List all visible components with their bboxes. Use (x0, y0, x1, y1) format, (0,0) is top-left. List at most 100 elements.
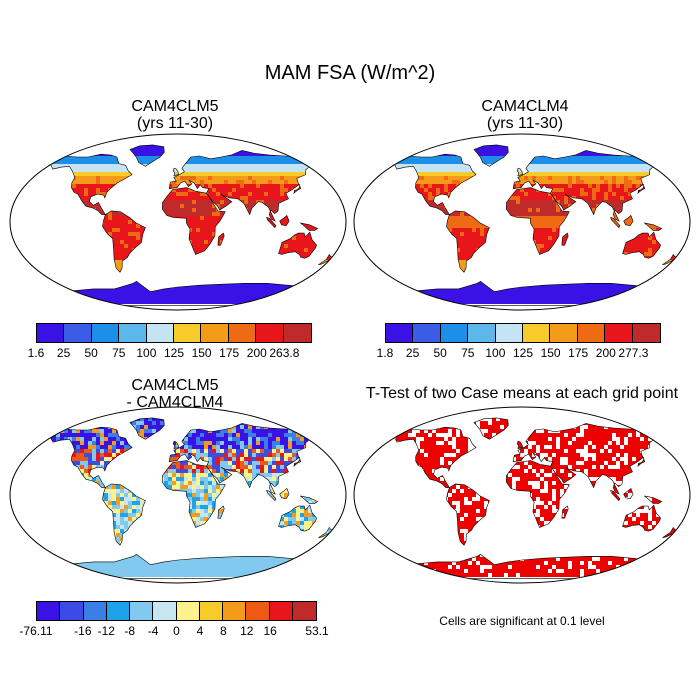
grid-cell (140, 144, 144, 148)
grid-cell (344, 140, 348, 144)
grid-cell (116, 300, 120, 304)
grid-cell (592, 168, 596, 172)
grid-cell (252, 164, 256, 168)
grid-cell (228, 184, 232, 188)
grid-cell (184, 176, 188, 180)
grid-cell (280, 188, 284, 192)
grid-cell (440, 188, 444, 192)
grid-cell (592, 152, 596, 156)
grid-cell (8, 196, 12, 200)
grid-cell (56, 140, 60, 144)
grid-cell (680, 148, 684, 152)
grid-cell (592, 180, 596, 184)
grid-cell (56, 300, 60, 304)
grid-cell (108, 220, 112, 224)
grid-cell (360, 176, 364, 180)
grid-cell (88, 196, 92, 200)
grid-cell (200, 296, 204, 300)
grid-cell (120, 168, 124, 172)
grid-cell (356, 192, 360, 196)
grid-cell (688, 148, 692, 152)
grid-cell (12, 156, 16, 160)
grid-cell (328, 144, 332, 148)
grid-cell (180, 172, 184, 176)
grid-cell (352, 204, 356, 208)
grid-cell (104, 288, 108, 292)
grid-cell (448, 168, 452, 172)
grid-cell (368, 156, 372, 160)
grid-cell (104, 160, 108, 164)
grid-cell (136, 152, 140, 156)
grid-cell (616, 184, 620, 188)
grid-cell (24, 160, 28, 164)
grid-cell (512, 184, 516, 188)
grid-cell (620, 164, 624, 168)
grid-cell (680, 160, 684, 164)
grid-cell (488, 144, 492, 148)
grid-cell (448, 180, 452, 184)
grid-cell (596, 152, 600, 156)
grid-cell (372, 148, 376, 152)
grid-cell (312, 244, 316, 248)
grid-cell (8, 264, 12, 268)
grid-cell (588, 196, 592, 200)
grid-cell (352, 156, 356, 160)
grid-cell (76, 172, 80, 176)
grid-cell (608, 168, 612, 172)
grid-cell (16, 152, 20, 156)
grid-cell (316, 276, 320, 280)
grid-cell (664, 140, 668, 144)
grid-cell (428, 172, 432, 176)
grid-cell (232, 172, 236, 176)
grid-cell (252, 176, 256, 180)
grid-cell (28, 288, 32, 292)
grid-cell (336, 176, 340, 180)
grid-cell (312, 156, 316, 160)
grid-cell (340, 252, 344, 256)
grid-cell (300, 164, 304, 168)
grid-cell (580, 184, 584, 188)
grid-cell (312, 164, 316, 168)
grid-cell (200, 220, 204, 224)
grid-cell (332, 168, 333, 172)
grid-cell (672, 160, 676, 164)
grid-cell (316, 292, 320, 296)
grid-cell (260, 284, 264, 288)
grid-cell (552, 168, 556, 172)
grid-cell (328, 296, 332, 300)
grid-cell (204, 192, 208, 196)
grid-cell (12, 280, 16, 284)
grid-cell (124, 292, 128, 296)
grid-cell (284, 156, 288, 160)
grid-cell (52, 296, 56, 300)
grid-cell (324, 300, 328, 304)
grid-cell (228, 172, 232, 176)
grid-cell (528, 172, 532, 176)
grid-cell (332, 152, 333, 156)
grid-cell (652, 148, 656, 152)
grid-cell (276, 164, 280, 168)
grid-cell (196, 196, 200, 200)
grid-cell (304, 152, 308, 156)
grid-cell (216, 216, 220, 220)
grid-cell (168, 212, 172, 216)
grid-cell (276, 168, 280, 172)
grid-cell (176, 300, 180, 304)
grid-cell (192, 248, 196, 252)
grid-cell (532, 168, 536, 172)
grid-cell (340, 284, 344, 288)
grid-cell (340, 300, 344, 304)
grid-cell (668, 140, 672, 144)
grid-cell (188, 292, 192, 296)
grid-cell (92, 176, 96, 180)
grid-cell (420, 156, 424, 160)
grid-cell (180, 204, 184, 208)
grid-cell (576, 184, 580, 188)
grid-cell (304, 288, 308, 292)
grid-cell (108, 168, 112, 172)
grid-cell (432, 196, 436, 200)
grid-cell (88, 176, 92, 180)
grid-cell (140, 228, 144, 232)
grid-cell (272, 296, 276, 300)
grid-cell (48, 292, 52, 296)
